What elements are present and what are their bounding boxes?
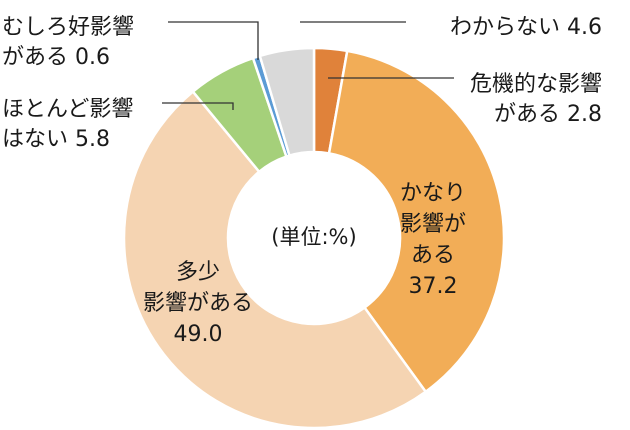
label-line: 影響が	[400, 212, 466, 237]
label-line: 影響がある	[143, 291, 253, 316]
leader-lines-group	[162, 21, 454, 110]
label-line: はない 5.8	[2, 127, 110, 152]
label-line: 49.0	[174, 322, 223, 347]
label-somewhat: 多少影響がある 49.0	[143, 260, 253, 347]
label-line: ある	[411, 243, 455, 268]
label-line: かなり	[400, 181, 466, 206]
label-line: 危機的な影響	[470, 72, 602, 97]
slice-somewhat	[122, 89, 428, 430]
leader-positive	[168, 21, 259, 60]
slice-unknown	[258, 46, 316, 158]
label-positive: むしろ好影響がある 0.6	[2, 15, 134, 70]
unit-label: (単位:%)	[271, 225, 356, 249]
label-line: むしろ好影響	[2, 15, 134, 40]
label-considerable: かなり影響がある 37.2	[400, 181, 466, 299]
label-line: がある 0.6	[2, 45, 110, 70]
label-little: ほとんど影響はない 5.8	[2, 97, 133, 152]
label-line: わからない 4.6	[450, 15, 602, 40]
label-critical: 危機的な影響がある 2.8	[470, 72, 602, 127]
label-line: 37.2	[409, 274, 458, 299]
label-line: 多少	[176, 260, 220, 285]
label-line: がある 2.8	[494, 102, 602, 127]
leader-little	[162, 102, 234, 110]
slice-considerable	[327, 49, 506, 394]
label-line: ほとんど影響	[2, 97, 133, 122]
slices-group	[122, 46, 506, 430]
label-unknown: わからない 4.6	[450, 15, 602, 40]
